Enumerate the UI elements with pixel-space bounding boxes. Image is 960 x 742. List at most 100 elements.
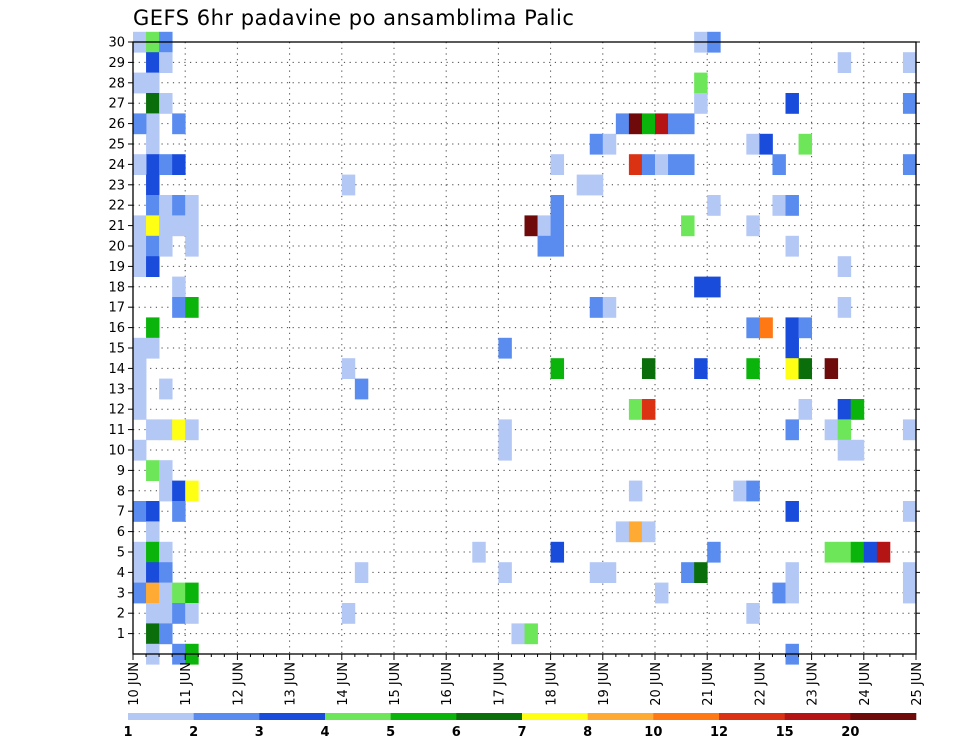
colorbar-label: 6 xyxy=(452,725,461,740)
heatmap-cell xyxy=(537,235,551,257)
heatmap-cell xyxy=(146,419,160,441)
x-tick-label: 21 JUN xyxy=(701,662,716,706)
heatmap-cell xyxy=(837,419,852,441)
heatmap-cell xyxy=(589,133,604,155)
heatmap-cell xyxy=(602,133,617,155)
heatmap-cell xyxy=(498,419,512,441)
y-tick-label: 12 xyxy=(108,403,125,418)
x-tick-label: 13 JUN xyxy=(284,662,299,706)
colorbar-swatch xyxy=(653,713,720,720)
heatmap-cell xyxy=(641,358,656,379)
heatmap-cell xyxy=(172,297,186,318)
heatmap-cell xyxy=(850,541,865,563)
heatmap-cell xyxy=(837,297,852,318)
heatmap-cell xyxy=(615,113,630,135)
heatmap-cell xyxy=(537,215,551,237)
heatmap-cell xyxy=(550,358,565,379)
heatmap-cell xyxy=(172,582,186,604)
heatmap-cell xyxy=(785,337,799,359)
heatmap-cell xyxy=(498,439,512,461)
heatmap-cell xyxy=(133,501,147,522)
heatmap-cell xyxy=(576,174,591,196)
heatmap-cell xyxy=(185,582,199,604)
heatmap-cell xyxy=(146,501,160,522)
heatmap-cell xyxy=(146,337,160,359)
heatmap-cell xyxy=(511,623,525,645)
heatmap-cell xyxy=(694,358,708,379)
colorbar-label: 10 xyxy=(644,725,662,740)
heatmap-cell xyxy=(133,154,147,175)
heatmap-cell xyxy=(902,582,917,604)
x-tick-label: 10 JUN xyxy=(127,662,142,706)
heatmap-cell xyxy=(707,195,721,216)
heatmap-cell xyxy=(628,113,643,135)
heatmap-cell xyxy=(172,276,186,298)
heatmap-cell xyxy=(668,113,682,135)
heatmap-cell xyxy=(694,562,708,583)
heatmap-cell xyxy=(902,52,917,73)
colorbar-swatch xyxy=(390,713,457,720)
heatmap-cell xyxy=(133,399,147,420)
x-tick-label: 11 JUN xyxy=(179,662,194,706)
colorbar-swatch xyxy=(719,713,785,720)
colorbar-label: 4 xyxy=(320,725,329,740)
heatmap-cell xyxy=(159,562,173,583)
heatmap-cell xyxy=(707,541,721,563)
heatmap-cell xyxy=(550,541,565,563)
heatmap-cell xyxy=(133,439,147,461)
heatmap-cell xyxy=(524,215,538,237)
colorbar-label: 20 xyxy=(841,725,859,740)
heatmap-cell xyxy=(902,154,917,175)
heatmap-cell xyxy=(785,501,799,522)
y-tick-label: 27 xyxy=(108,97,125,112)
heatmap-cell xyxy=(837,439,852,461)
colorbar-swatch xyxy=(193,713,260,720)
heatmap-cell xyxy=(746,603,760,624)
heatmap-cell xyxy=(615,521,630,543)
heatmap-cell xyxy=(498,562,512,583)
colorbar-label: 12 xyxy=(710,725,728,740)
heatmap-cell xyxy=(628,399,643,420)
heatmap-cell xyxy=(146,582,160,604)
heatmap-cell xyxy=(746,133,760,155)
heatmap-cell xyxy=(746,480,760,502)
y-tick-label: 13 xyxy=(108,382,125,397)
heatmap-cell xyxy=(772,582,786,604)
heatmap-cell xyxy=(785,317,799,339)
heatmap-cell xyxy=(628,480,643,502)
heatmap-cell xyxy=(655,113,669,135)
heatmap-cell xyxy=(902,501,917,522)
heatmap-cell xyxy=(628,521,643,543)
heatmap-cell xyxy=(133,541,147,563)
y-tick-label: 30 xyxy=(108,36,125,51)
heatmap-cell xyxy=(159,52,173,73)
y-tick-label: 19 xyxy=(108,260,125,275)
colorbar-label: 7 xyxy=(517,725,526,740)
heatmap-cell xyxy=(902,419,917,441)
heatmap-cell xyxy=(602,562,617,583)
heatmap-cell xyxy=(785,582,799,604)
heatmap-cell xyxy=(681,154,695,175)
y-tick-label: 8 xyxy=(117,484,125,499)
heatmap-cell xyxy=(694,276,708,298)
y-axis: 1234567891011121314151617181920212223242… xyxy=(108,36,920,642)
heatmap-cell xyxy=(133,337,147,359)
heatmap-cell xyxy=(185,297,199,318)
heatmap-cell xyxy=(172,480,186,502)
heatmap-cell xyxy=(850,439,865,461)
heatmap-cell xyxy=(746,215,760,237)
heatmap-cell xyxy=(668,154,682,175)
heatmap-cell xyxy=(159,623,173,645)
heatmap-cell xyxy=(133,235,147,257)
heatmap-cell xyxy=(876,541,891,563)
colorbar-swatch xyxy=(850,713,917,720)
y-tick-label: 17 xyxy=(108,301,125,316)
x-tick-label: 24 JUN xyxy=(858,662,873,706)
heatmap-cell xyxy=(146,195,160,216)
heatmap-cell xyxy=(146,541,160,563)
heatmap-cell xyxy=(746,358,760,379)
colorbar-swatch xyxy=(784,713,851,720)
heatmap-cell xyxy=(655,582,669,604)
heatmap-cell xyxy=(146,623,160,645)
